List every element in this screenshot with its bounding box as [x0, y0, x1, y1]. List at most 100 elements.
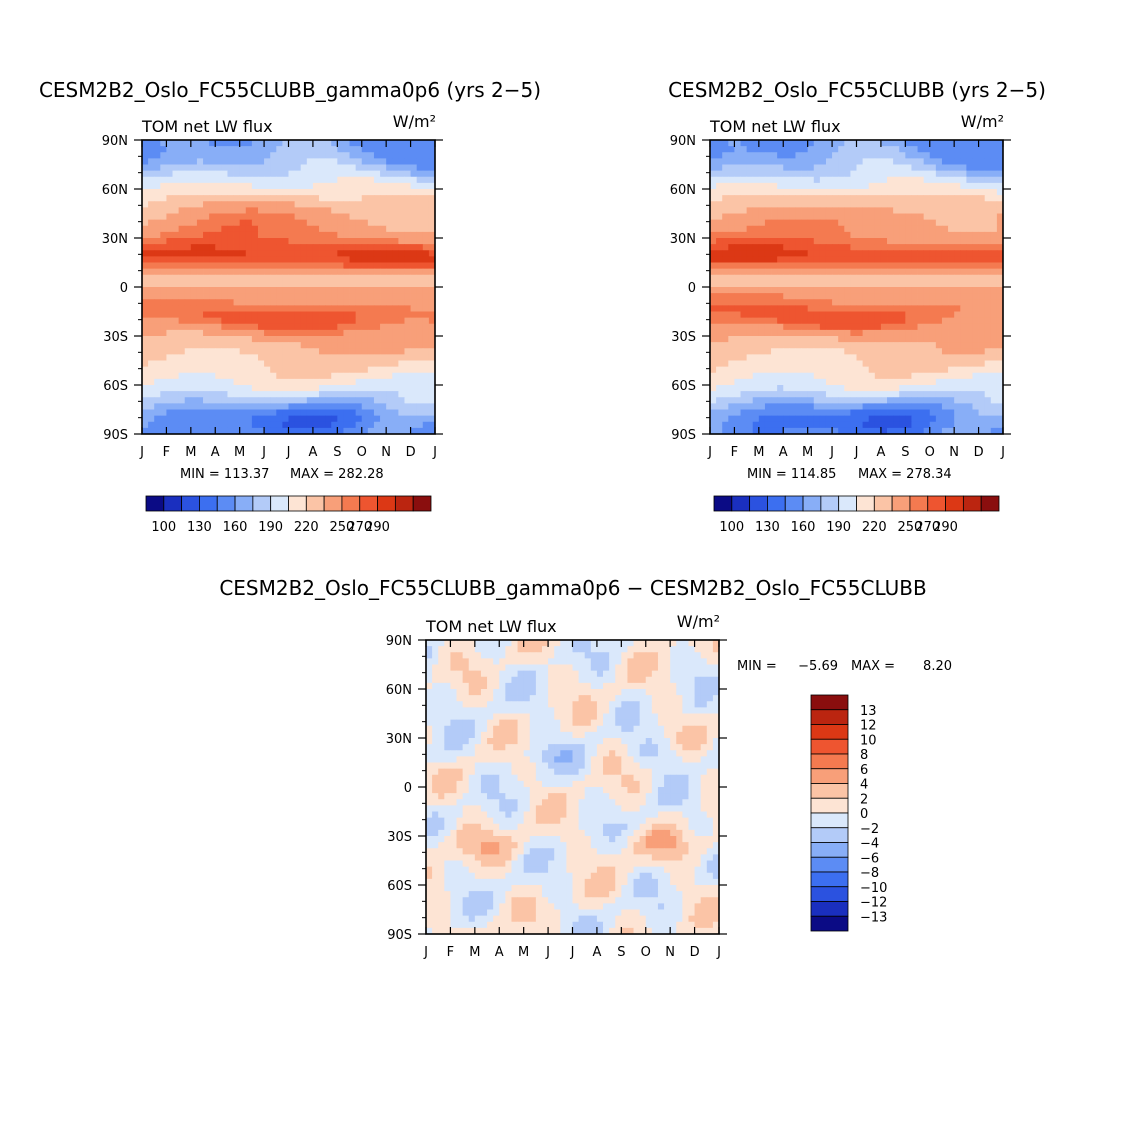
field-cell — [428, 336, 436, 343]
field-cell — [270, 299, 277, 306]
field-cell — [764, 342, 772, 349]
field-cell — [160, 427, 167, 435]
field-cell — [422, 378, 430, 386]
field-cell — [899, 299, 906, 306]
field-cell — [215, 427, 222, 435]
field-cell — [789, 207, 796, 214]
field-cell — [984, 427, 992, 435]
field-cell — [239, 427, 247, 435]
field-cell — [771, 293, 778, 300]
field-cell — [746, 176, 754, 184]
field-cell — [996, 323, 1004, 331]
field-cell — [251, 293, 259, 300]
field-cell — [978, 336, 986, 343]
field-cell — [960, 195, 967, 202]
field-cell — [233, 182, 241, 190]
field-cell — [722, 336, 729, 343]
field-cell — [331, 195, 338, 202]
field-cell — [746, 391, 754, 398]
field-cell — [325, 189, 332, 196]
field-cell — [410, 421, 418, 429]
field-cell — [337, 170, 344, 178]
field-cell — [361, 244, 369, 251]
field-cell — [404, 336, 411, 343]
colorbar-label: 270 — [915, 520, 940, 535]
field-cell — [215, 378, 222, 386]
field-cell — [288, 244, 295, 251]
field-cell — [233, 372, 241, 380]
field-cell — [456, 658, 464, 665]
field-cell — [789, 189, 796, 196]
field-cell — [288, 274, 295, 282]
field-cell — [795, 280, 802, 288]
field-cell — [184, 305, 192, 312]
field-cell — [783, 274, 790, 282]
field-cell — [789, 348, 796, 355]
field-cell — [386, 299, 393, 306]
field-cell — [584, 646, 592, 653]
field-cell — [880, 415, 888, 423]
field-cell — [807, 372, 815, 380]
field-cell — [990, 250, 998, 257]
field-cell — [893, 287, 900, 294]
field-cell — [758, 158, 766, 165]
field-cell — [807, 268, 815, 276]
field-cell — [777, 403, 784, 410]
field-cell — [282, 274, 289, 282]
field-cell — [722, 231, 729, 239]
field-cell — [746, 213, 754, 221]
field-cell — [422, 158, 430, 165]
field-cell — [722, 195, 729, 202]
field-cell — [844, 378, 851, 386]
field-cell — [880, 299, 888, 306]
field-cell — [148, 176, 155, 184]
field-cell — [960, 164, 967, 172]
field-cell — [777, 329, 784, 337]
field-cell — [710, 323, 717, 331]
field-cell — [148, 415, 155, 423]
field-cell — [404, 201, 411, 208]
field-cell — [819, 354, 827, 361]
field-cell — [566, 640, 573, 647]
field-cell — [728, 415, 735, 423]
field-cell — [716, 354, 723, 361]
field-cell — [392, 280, 399, 288]
field-cell — [270, 238, 277, 245]
field-cell — [343, 250, 350, 257]
field-cell — [990, 427, 998, 435]
field-cell — [373, 219, 381, 227]
field-cell — [337, 152, 344, 159]
field-cell — [960, 176, 967, 184]
field-cell — [172, 403, 180, 410]
field-cell — [728, 231, 735, 239]
field-cell — [917, 311, 925, 319]
field-cell — [771, 268, 778, 276]
field-cell — [215, 158, 222, 165]
field-cell — [789, 268, 796, 276]
field-cell — [373, 213, 381, 221]
field-cell — [331, 231, 338, 239]
field-cell — [764, 397, 772, 404]
field-cell — [331, 182, 338, 190]
field-cell — [306, 421, 314, 429]
field-cell — [288, 305, 295, 312]
field-cell — [221, 140, 228, 147]
field-cell — [758, 305, 766, 312]
field-cell — [893, 231, 900, 239]
field-cell — [789, 182, 796, 190]
field-cell — [911, 336, 918, 343]
field-cell — [813, 378, 821, 386]
field-cell — [264, 274, 271, 282]
field-cell — [716, 397, 723, 404]
field-cell — [196, 403, 204, 410]
field-cell — [288, 219, 295, 227]
field-cell — [789, 329, 796, 337]
field-cell — [615, 640, 622, 647]
field-cell — [190, 329, 198, 337]
field-cell — [416, 238, 424, 245]
field-cell — [923, 158, 931, 165]
field-cell — [880, 152, 888, 159]
field-cell — [367, 409, 375, 417]
field-cell — [276, 397, 283, 404]
field-cell — [196, 360, 204, 368]
